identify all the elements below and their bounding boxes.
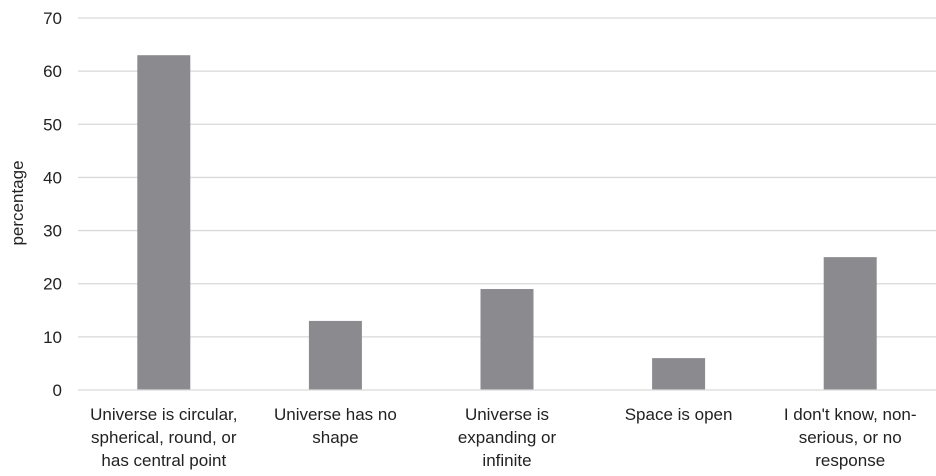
x-category-label: Universe is	[465, 405, 549, 424]
bar	[652, 358, 706, 390]
bar	[137, 55, 191, 390]
y-tick-label: 0	[53, 381, 62, 400]
x-category-label: response	[815, 451, 885, 470]
y-tick-label: 50	[43, 115, 62, 134]
x-category-label: has central point	[101, 451, 226, 470]
y-tick-label: 60	[43, 62, 62, 81]
x-category-label: shape	[312, 428, 358, 447]
y-tick-label: 40	[43, 168, 62, 187]
y-tick-label: 30	[43, 222, 62, 241]
x-category-label: Universe has no	[274, 405, 397, 424]
x-category-label: Space is open	[625, 405, 733, 424]
bar	[308, 320, 362, 390]
bar	[823, 257, 877, 390]
y-axis-title: percentage	[8, 160, 27, 245]
x-category-labels: Universe is circular, spherical, round, o…	[90, 405, 916, 470]
x-category-label: Universe is circular,	[90, 405, 237, 424]
y-tick-labels: 0 10 20 30 40 50 60 70	[43, 9, 62, 400]
y-tick-label: 70	[43, 9, 62, 28]
bars	[137, 55, 877, 390]
gridlines	[78, 17, 936, 338]
x-category-label: I don't know, non-	[784, 405, 917, 424]
x-category-label: serious, or no	[799, 428, 902, 447]
bar	[480, 289, 534, 390]
x-category-label: spherical, round, or	[91, 428, 237, 447]
x-category-label: infinite	[482, 451, 531, 470]
y-tick-label: 10	[43, 328, 62, 347]
x-category-label: expanding or	[458, 428, 557, 447]
y-tick-label: 20	[43, 275, 62, 294]
